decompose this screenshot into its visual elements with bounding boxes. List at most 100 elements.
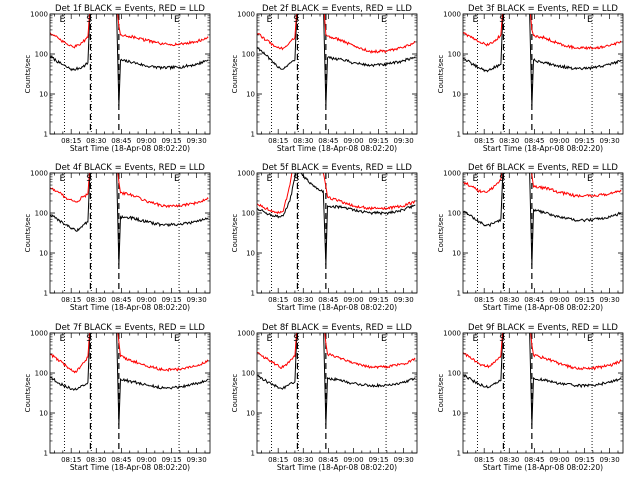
x-tick-label: 09:00	[136, 137, 156, 145]
panel-title: Det 6f BLACK = Events, RED = LLD	[468, 163, 618, 173]
plot-frame	[462, 172, 624, 294]
y-tick-label: 100	[35, 210, 48, 218]
series-lld	[50, 14, 209, 49]
y-axis-label: Counts/sec	[231, 374, 239, 413]
y-tick-label: 1000	[30, 170, 48, 178]
series-lld	[50, 333, 209, 374]
marker-label: E	[266, 15, 272, 25]
x-tick-label: 09:30	[187, 456, 207, 464]
series-events	[463, 173, 622, 266]
plot-area	[463, 14, 622, 134]
marker-label: E	[381, 15, 387, 25]
plot-frame	[256, 13, 418, 135]
x-tick-label: 08:30	[293, 296, 313, 304]
marker-label: S	[293, 174, 299, 184]
x-tick-label: 08:45	[318, 456, 338, 464]
x-tick-label: 08:15	[474, 456, 494, 464]
marker-label: S	[86, 334, 92, 344]
plot-frame	[49, 172, 211, 294]
x-tick-label: 09:15	[574, 456, 594, 464]
x-tick-label: 08:30	[499, 137, 519, 145]
x-axis-label: Start Time (18-Apr-08 08:02:20)	[483, 144, 603, 153]
x-tick-label: 08:15	[474, 137, 494, 145]
y-axis-label: Counts/sec	[231, 55, 239, 94]
x-tick-label: 09:30	[394, 456, 414, 464]
series-lld	[463, 333, 622, 371]
y-tick-label: 10	[452, 250, 461, 258]
plot-frame	[462, 332, 624, 454]
x-tick-label: 09:30	[394, 137, 414, 145]
x-tick-label: 08:30	[499, 296, 519, 304]
y-tick-label: 1	[457, 290, 461, 298]
y-tick-label: 1000	[443, 170, 461, 178]
series-events	[257, 173, 416, 266]
x-tick-label: 08:30	[86, 137, 106, 145]
marker-label: E	[472, 334, 478, 344]
y-tick-label: 100	[35, 370, 48, 378]
plot-area	[463, 333, 622, 453]
y-tick-label: 100	[448, 370, 461, 378]
x-tick-label: 08:15	[268, 456, 288, 464]
x-tick-label: 09:00	[343, 456, 363, 464]
marker-label: S	[86, 15, 92, 25]
x-tick-label: 08:30	[293, 456, 313, 464]
x-tick-label: 09:30	[187, 137, 207, 145]
marker-label: E	[266, 334, 272, 344]
y-tick-label: 1000	[443, 11, 461, 19]
y-tick-label: 100	[448, 51, 461, 59]
panel-title: Det 7f BLACK = Events, RED = LLD	[55, 323, 205, 333]
marker-label: S	[86, 174, 92, 184]
marker-label: E	[266, 174, 272, 184]
x-tick-label: 09:30	[394, 296, 414, 304]
x-tick-label: 09:00	[549, 296, 569, 304]
x-tick-label: 09:00	[549, 456, 569, 464]
y-tick-label: 1000	[237, 170, 255, 178]
panel-title: Det 5f BLACK = Events, RED = LLD	[262, 163, 412, 173]
x-tick-label: 09:00	[549, 137, 569, 145]
y-tick-label: 1	[457, 131, 461, 139]
panel-title: Det 2f BLACK = Events, RED = LLD	[262, 4, 412, 14]
y-tick-label: 100	[448, 210, 461, 218]
x-axis-label: Start Time (18-Apr-08 08:02:20)	[70, 144, 190, 153]
x-axis-label: Start Time (18-Apr-08 08:02:20)	[277, 463, 397, 472]
y-tick-label: 1000	[443, 330, 461, 338]
series-lld	[257, 14, 416, 54]
plot-area	[50, 173, 209, 293]
marker-label: E	[381, 174, 387, 184]
marker-label: E	[472, 15, 478, 25]
plot-frame	[49, 13, 211, 135]
marker-label: E	[59, 334, 65, 344]
y-axis-label: Counts/sec	[437, 374, 445, 413]
y-axis-label: Counts/sec	[24, 374, 32, 413]
plot-area	[257, 333, 416, 453]
y-tick-label: 1	[44, 131, 48, 139]
y-axis-label: Counts/sec	[437, 55, 445, 94]
series-events	[50, 173, 209, 266]
x-tick-label: 09:15	[161, 296, 181, 304]
x-tick-label: 09:15	[368, 456, 388, 464]
x-tick-label: 08:45	[111, 296, 131, 304]
y-tick-label: 1000	[30, 11, 48, 19]
y-tick-label: 10	[39, 91, 48, 99]
x-tick-label: 08:45	[524, 137, 544, 145]
x-tick-label: 08:15	[474, 296, 494, 304]
y-tick-label: 10	[452, 410, 461, 418]
x-tick-label: 08:15	[268, 296, 288, 304]
x-tick-label: 08:45	[318, 137, 338, 145]
marker-label: E	[59, 174, 65, 184]
x-tick-label: 09:15	[161, 456, 181, 464]
y-tick-label: 1	[44, 450, 48, 458]
y-tick-label: 100	[242, 210, 255, 218]
marker-label: S	[293, 334, 299, 344]
x-tick-label: 09:30	[600, 296, 620, 304]
plot-frame	[49, 332, 211, 454]
plot-area	[257, 14, 416, 134]
x-tick-label: 09:15	[368, 137, 388, 145]
marker-label: E	[587, 334, 593, 344]
plot-frame	[256, 332, 418, 454]
marker-label: S	[499, 174, 505, 184]
